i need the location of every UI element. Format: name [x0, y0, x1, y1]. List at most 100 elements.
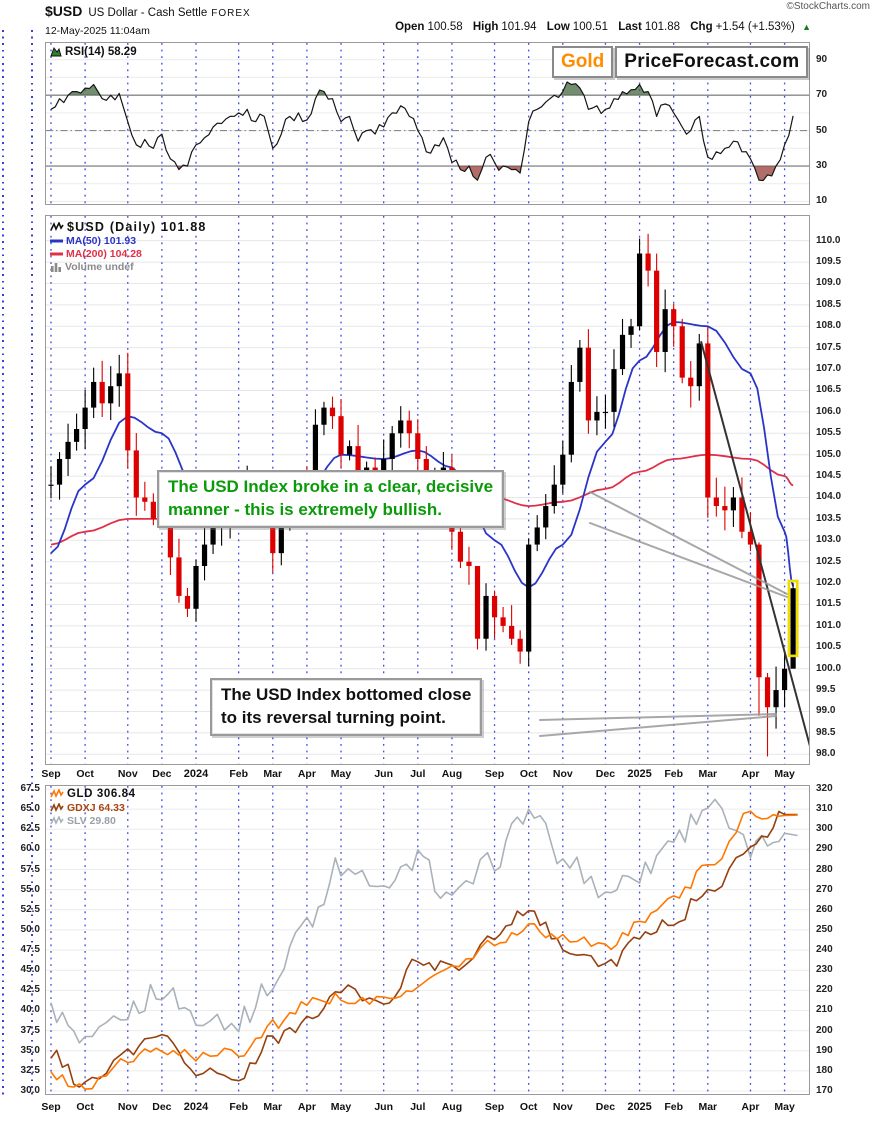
x-axis-month-label: Sep	[484, 1101, 505, 1113]
x-axis-month-label: Feb	[229, 768, 248, 780]
y-axis-tick-label: 99.0	[816, 705, 836, 717]
y-axis-tick-label: 52.5	[20, 903, 40, 915]
x-axis-month-label: 2024	[183, 1101, 209, 1113]
y-axis-tick-label: 99.5	[816, 684, 836, 696]
y-axis-tick-label: 220	[816, 984, 833, 996]
rsi-legend-label: RSI(14) 58.29	[65, 45, 137, 58]
x-axis-month-label: Mar	[263, 1101, 283, 1113]
quote-header-row: 12-May-2025 11:04am Open 100.58 High 101.9…	[45, 21, 811, 37]
gdxj-legend-label: GDXJ 64.33	[67, 801, 125, 814]
volume-bars-icon	[51, 262, 61, 272]
high-value: 101.94	[501, 21, 537, 33]
y-axis-tick-label: 102.0	[816, 577, 842, 589]
y-axis-tick-label: 109.0	[816, 277, 842, 289]
y-axis-tick-label: 310	[816, 803, 833, 815]
y-axis-tick-label: 40.0	[20, 1004, 40, 1016]
main-x-axis-labels: Sep Oct Nov Dec 2024 Feb Mar Apr May Jun Jul Aug Sep…	[0, 766, 875, 782]
price-plot-icon	[50, 221, 64, 231]
y-axis-tick-label: 101.5	[816, 598, 842, 610]
x-axis-month-label: Mar	[698, 768, 718, 780]
ticker-symbol: $USD	[45, 3, 83, 19]
y-axis-tick-label: 55.0	[20, 883, 40, 895]
last-value: 101.88	[644, 21, 681, 33]
bottom-annotation-line1: The USD Index bottomed close	[221, 685, 472, 704]
x-axis-month-label: Sep	[41, 768, 61, 780]
y-axis-tick-label: 108.5	[816, 298, 842, 310]
x-axis-month-label: Jul	[410, 768, 426, 780]
y-axis-tick-label: 50	[816, 124, 828, 136]
x-axis-month-label: 2024	[183, 768, 209, 780]
y-axis-tick-label: 102.5	[816, 555, 842, 567]
x-axis-month-label: May	[774, 768, 795, 780]
y-axis-tick-label: 65.0	[20, 803, 40, 815]
y-axis-tick-label: 107.0	[816, 363, 842, 375]
metals-panel: GLD 306.84 GDXJ 64.33 SLV 29.80	[45, 785, 810, 1095]
price-legend-label: $USD (Daily) 101.88	[67, 219, 207, 234]
x-axis-month-label: Dec	[152, 768, 172, 780]
x-axis-month-label: Aug	[441, 1101, 463, 1113]
x-axis-month-label: Oct	[76, 1101, 94, 1113]
y-axis-tick-label: 103.0	[816, 534, 842, 546]
gld-line-icon	[50, 789, 64, 798]
logo-priceforecast-text: PriceForecast.com	[615, 46, 809, 78]
x-axis-month-label: Oct	[519, 1101, 538, 1113]
y-axis-tick-label: 190	[816, 1044, 833, 1056]
x-axis-month-label: Nov	[552, 1101, 573, 1113]
x-axis-month-label: 2025	[627, 768, 652, 780]
y-axis-tick-label: 98.5	[816, 726, 836, 738]
margin-gridline-left	[2, 30, 4, 1098]
y-axis-tick-label: 320	[816, 783, 833, 795]
y-axis-tick-label: 300	[816, 823, 833, 835]
x-axis-month-label: May	[774, 1101, 795, 1113]
y-axis-tick-label: 60.0	[20, 843, 40, 855]
y-axis-tick-label: 101.0	[816, 619, 842, 631]
y-axis-tick-label: 42.5	[20, 984, 40, 996]
x-axis-month-label: Sep	[41, 1101, 61, 1113]
y-axis-tick-label: 270	[816, 883, 833, 895]
slv-legend-label: SLV 29.80	[67, 814, 116, 827]
ma200-line-icon	[50, 252, 63, 255]
x-axis-month-label: Oct	[519, 768, 538, 780]
ma50-line-icon	[50, 239, 63, 242]
chart-header: $USD US Dollar - Cash Settle FOREX	[45, 3, 871, 19]
y-axis-tick-label: 70	[816, 89, 828, 101]
y-axis-tick-label: 98.0	[816, 748, 836, 760]
x-axis-month-label: Mar	[263, 768, 283, 780]
y-axis-tick-label: 106.0	[816, 405, 842, 417]
y-axis-tick-label: 50.0	[20, 923, 40, 935]
y-axis-tick-label: 200	[816, 1024, 833, 1036]
y-axis-tick-label: 104.5	[816, 470, 842, 482]
y-axis-tick-label: 250	[816, 923, 833, 935]
y-axis-tick-label: 47.5	[20, 944, 40, 956]
x-axis-month-label: Jun	[374, 1101, 393, 1113]
bottom-annotation-box: The USD Index bottomed close to its reve…	[210, 678, 483, 736]
y-axis-tick-label: 180	[816, 1064, 833, 1076]
copyright-text: ©StockCharts.com	[786, 1, 870, 12]
x-axis-month-label: Feb	[664, 1101, 684, 1113]
gdxj-line-icon	[50, 802, 64, 812]
y-axis-tick-label: 280	[816, 863, 833, 875]
metals-legend: GLD 306.84 GDXJ 64.33 SLV 29.80	[50, 787, 136, 827]
x-axis-month-label: Feb	[229, 1101, 248, 1113]
logo-gold-text: Gold	[552, 46, 614, 78]
y-axis-tick-label: 106.5	[816, 384, 842, 396]
y-axis-tick-label: 290	[816, 843, 833, 855]
x-axis-month-label: Mar	[698, 1101, 718, 1113]
x-axis-month-label: May	[330, 768, 352, 780]
y-axis-tick-label: 45.0	[20, 964, 40, 976]
x-axis-month-label: Apr	[297, 768, 316, 780]
x-axis-month-label: Sep	[484, 768, 505, 780]
high-label: High	[472, 21, 499, 33]
x-axis-month-label: Jun	[374, 768, 393, 780]
y-axis-tick-label: 107.5	[816, 341, 842, 353]
y-axis-tick-label: 67.5	[20, 783, 40, 795]
chg-label: Chg	[690, 21, 713, 33]
slv-line-icon	[50, 815, 64, 825]
chg-value: +1.54 (+1.53%)	[715, 21, 795, 33]
volume-legend-label: Volume undef	[65, 260, 134, 273]
open-label: Open	[395, 21, 425, 33]
y-axis-tick-label: 210	[816, 1004, 833, 1016]
y-axis-tick-label: 37.5	[20, 1024, 40, 1036]
y-axis-tick-label: 105.0	[816, 448, 842, 460]
